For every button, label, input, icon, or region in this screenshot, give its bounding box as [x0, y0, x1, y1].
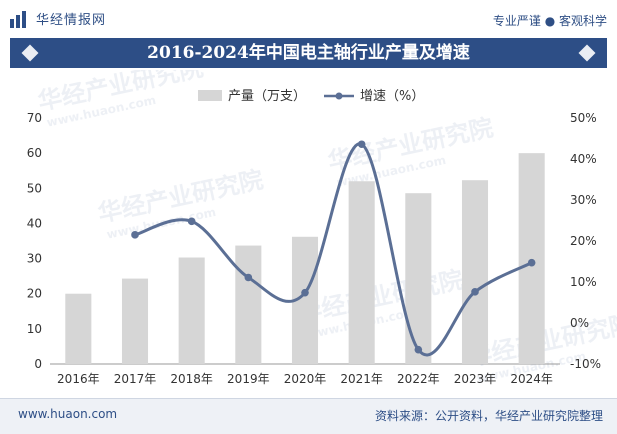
chart-title-bar: 2016-2024年中国电主轴行业产量及增速 — [10, 38, 607, 68]
y-left-tick-label: 30 — [27, 252, 42, 266]
chart-title: 2016-2024年中国电主轴行业产量及增速 — [147, 43, 470, 63]
x-tick-label: 2016年 — [57, 372, 100, 386]
bar — [178, 257, 205, 364]
y-left-tick-label: 50 — [27, 181, 42, 195]
footer-website[interactable]: www.huaon.com — [18, 407, 118, 421]
bar — [461, 180, 489, 364]
growth-line — [131, 140, 536, 357]
growth-point — [471, 288, 479, 296]
tagline: 专业严谨 ● 客观科学 — [492, 14, 607, 28]
growth-point — [357, 140, 366, 149]
legend: 产量（万支） 增速（%） — [198, 89, 424, 104]
bar — [348, 181, 375, 364]
growth-point — [414, 345, 423, 354]
logo-icon — [10, 10, 26, 28]
bar — [121, 278, 149, 364]
logo-text: 华经情报网 — [36, 13, 107, 28]
y-right-tick-label: 0% — [570, 316, 589, 330]
x-tick-label: 2022年 — [397, 372, 440, 386]
growth-point — [527, 258, 536, 267]
growth-point — [131, 231, 139, 239]
growth-point — [301, 288, 309, 297]
growth-point — [244, 273, 253, 282]
y-left-tick-label: 0 — [34, 357, 42, 371]
y-left-tick-label: 60 — [27, 146, 42, 160]
y-left-tick-label: 70 — [27, 111, 42, 125]
x-tick-label: 2024年 — [510, 372, 553, 386]
growth-point — [187, 217, 196, 226]
top-bar: 华经情报网 专业严谨 ● 客观科学 — [0, 0, 617, 36]
logo[interactable]: 华经情报网 — [10, 9, 106, 28]
y-right-tick-label: -10% — [570, 357, 601, 371]
footer: www.huaon.com 资料来源：公开资料，华经产业研究院整理 — [0, 398, 617, 434]
y-left-tick-label: 20 — [27, 287, 42, 301]
title-decoration-icon — [578, 44, 596, 62]
legend-line-marker — [335, 92, 343, 100]
bar — [65, 293, 92, 364]
bar — [518, 153, 545, 364]
title-decoration-icon — [21, 44, 39, 62]
x-tick-label: 2021年 — [340, 372, 383, 386]
footer-source: 资料来源：公开资料，华经产业研究院整理 — [374, 409, 603, 423]
legend-bar-swatch — [198, 90, 222, 101]
growth-line-path — [134, 142, 533, 357]
x-tick-label: 2018年 — [170, 372, 213, 386]
chart: 华经产业研究院www.huaon.com华经产业研究院www.huaon.com… — [27, 70, 617, 386]
y-right-tick-label: 10% — [570, 275, 597, 289]
x-tick-label: 2017年 — [114, 372, 157, 386]
legend-line-label: 增速（%） — [360, 89, 424, 104]
y-left-tick-label: 40 — [27, 216, 42, 230]
bars — [65, 153, 545, 364]
bar — [235, 245, 262, 364]
y-right-tick-label: 20% — [570, 234, 597, 248]
y-right-tick-label: 40% — [570, 152, 597, 166]
y-left-tick-label: 10 — [27, 322, 42, 336]
x-tick-label: 2019年 — [227, 372, 270, 386]
x-axis-labels: 2016年 2017年 2018年 2019年 2020年 2021年 2022年 2023年… — [57, 372, 553, 386]
x-tick-label: 2020年 — [284, 372, 327, 386]
y-right-tick-label: 30% — [570, 193, 597, 207]
bar — [405, 193, 432, 364]
legend-bar-label: 产量（万支） — [228, 89, 306, 104]
x-tick-label: 2023年 — [454, 372, 497, 386]
y-right-tick-label: 50% — [570, 111, 597, 125]
right-axis: -10% 0% 10% 20% 30% 40% 50% — [570, 111, 601, 371]
